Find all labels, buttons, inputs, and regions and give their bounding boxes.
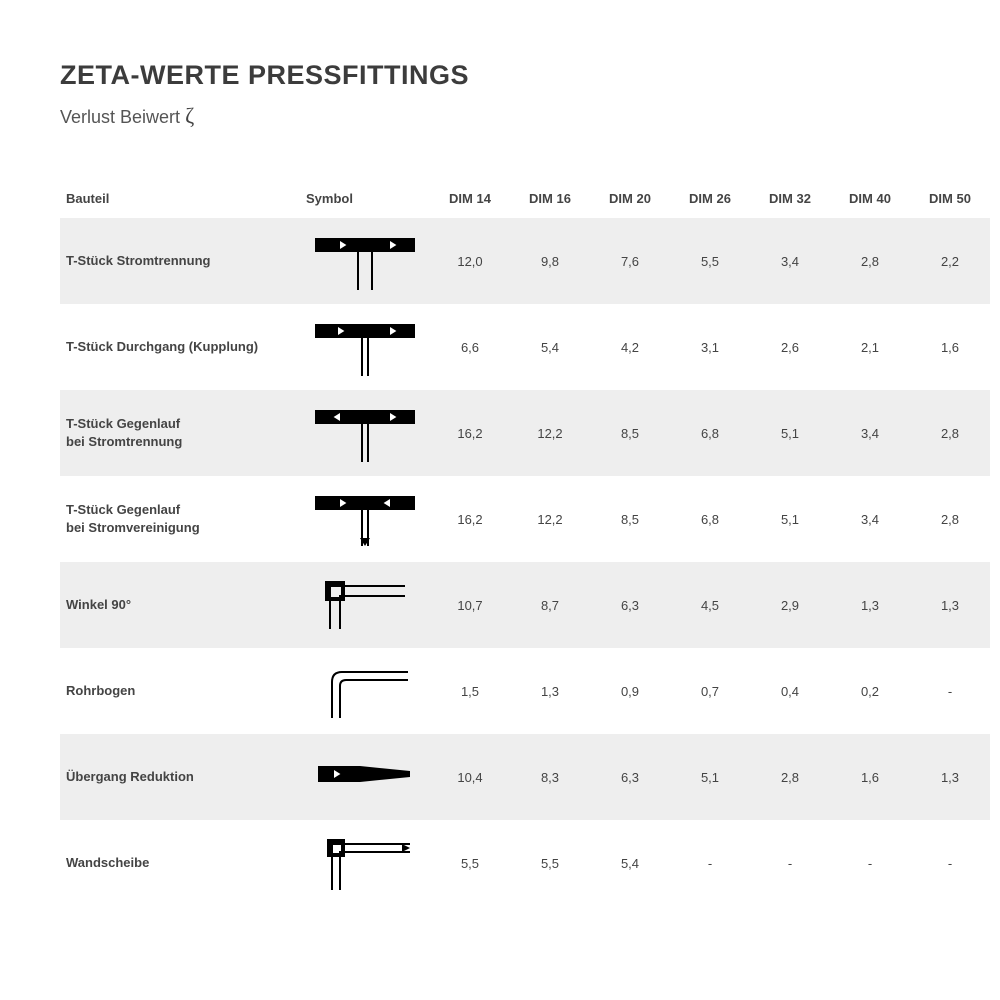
subtitle-prefix: Verlust Beiwert <box>60 107 185 127</box>
cell-value: 2,2 <box>910 218 990 304</box>
cell-value: 3,1 <box>670 304 750 390</box>
col-bauteil: Bauteil <box>60 179 300 218</box>
bauteil-label: Winkel 90° <box>66 596 294 614</box>
t-pass-icon <box>300 304 430 390</box>
cell-value: 2,8 <box>750 734 830 820</box>
bauteil-label: T-Stück Gegenlaufbei Stromtrennung <box>66 415 294 450</box>
cell-value: 5,5 <box>510 820 590 906</box>
cell-value: 1,3 <box>510 648 590 734</box>
cell-value: 5,1 <box>750 476 830 562</box>
bend-icon <box>300 648 430 734</box>
cell-value: 16,2 <box>430 390 510 476</box>
t-counter-join-icon <box>300 476 430 562</box>
col-dim-14: DIM 14 <box>430 179 510 218</box>
cell-value: 2,9 <box>750 562 830 648</box>
zeta-table: Bauteil Symbol DIM 14 DIM 16 DIM 20 DIM … <box>60 179 990 906</box>
col-dim-20: DIM 20 <box>590 179 670 218</box>
reducer-icon <box>300 734 430 820</box>
col-dim-32: DIM 32 <box>750 179 830 218</box>
cell-value: 1,6 <box>830 734 910 820</box>
cell-value: 6,8 <box>670 476 750 562</box>
elbow90-icon <box>300 562 430 648</box>
cell-value: 5,4 <box>510 304 590 390</box>
cell-value: 3,4 <box>750 218 830 304</box>
cell-value: 12,2 <box>510 476 590 562</box>
table-row: T-Stück Gegenlaufbei Stromvereinigung 16… <box>60 476 990 562</box>
col-dim-50: DIM 50 <box>910 179 990 218</box>
cell-value: 2,1 <box>830 304 910 390</box>
cell-value: 6,3 <box>590 734 670 820</box>
col-symbol: Symbol <box>300 179 430 218</box>
bauteil-label: Übergang Reduktion <box>66 768 294 786</box>
cell-value: 12,0 <box>430 218 510 304</box>
bauteil-label: T-Stück Durchgang (Kupplung) <box>66 338 294 356</box>
bauteil-label: T-Stück Stromtrennung <box>66 252 294 270</box>
cell-value: 4,5 <box>670 562 750 648</box>
cell-value: 1,3 <box>910 562 990 648</box>
cell-value: 8,7 <box>510 562 590 648</box>
page-title: ZETA-WERTE PRESSFITTINGS <box>60 60 960 91</box>
cell-value: 6,8 <box>670 390 750 476</box>
cell-value: 3,4 <box>830 476 910 562</box>
cell-value: 16,2 <box>430 476 510 562</box>
cell-value: 6,3 <box>590 562 670 648</box>
cell-value: 1,3 <box>910 734 990 820</box>
cell-value: - <box>830 820 910 906</box>
cell-value: 1,5 <box>430 648 510 734</box>
cell-value: 2,8 <box>910 476 990 562</box>
cell-value: 0,2 <box>830 648 910 734</box>
t-sep-icon <box>300 218 430 304</box>
cell-value: 0,9 <box>590 648 670 734</box>
cell-value: 10,7 <box>430 562 510 648</box>
cell-value: 2,8 <box>830 218 910 304</box>
bauteil-label: T-Stück Gegenlaufbei Stromvereinigung <box>66 501 294 536</box>
zeta-symbol: ζ <box>185 103 194 128</box>
cell-value: 7,6 <box>590 218 670 304</box>
cell-value: 5,5 <box>430 820 510 906</box>
cell-value: - <box>750 820 830 906</box>
table-row: T-Stück Gegenlaufbei Stromtrennung 16,21… <box>60 390 990 476</box>
cell-value: 9,8 <box>510 218 590 304</box>
cell-value: 2,6 <box>750 304 830 390</box>
cell-value: 10,4 <box>430 734 510 820</box>
t-counter-sep-icon <box>300 390 430 476</box>
cell-value: - <box>910 820 990 906</box>
table-header-row: Bauteil Symbol DIM 14 DIM 16 DIM 20 DIM … <box>60 179 990 218</box>
cell-value: 5,1 <box>750 390 830 476</box>
table-row: Rohrbogen 1,51,30,90,70,40,2- <box>60 648 990 734</box>
cell-value: 8,5 <box>590 390 670 476</box>
cell-value: 12,2 <box>510 390 590 476</box>
cell-value: 4,2 <box>590 304 670 390</box>
cell-value: 2,8 <box>910 390 990 476</box>
bauteil-label: Rohrbogen <box>66 682 294 700</box>
cell-value: - <box>670 820 750 906</box>
cell-value: 5,1 <box>670 734 750 820</box>
col-dim-16: DIM 16 <box>510 179 590 218</box>
wall-icon <box>300 820 430 906</box>
table-row: Winkel 90° 10,78,76,34,52,91,31,3 <box>60 562 990 648</box>
cell-value: 8,3 <box>510 734 590 820</box>
cell-value: 8,5 <box>590 476 670 562</box>
col-dim-26: DIM 26 <box>670 179 750 218</box>
cell-value: 0,7 <box>670 648 750 734</box>
cell-value: 5,4 <box>590 820 670 906</box>
cell-value: 0,4 <box>750 648 830 734</box>
table-row: T-Stück Stromtrennung 12,09,87,65,53,42,… <box>60 218 990 304</box>
cell-value: 5,5 <box>670 218 750 304</box>
cell-value: 1,6 <box>910 304 990 390</box>
cell-value: - <box>910 648 990 734</box>
subtitle: Verlust Beiwert ζ <box>60 103 960 129</box>
cell-value: 6,6 <box>430 304 510 390</box>
table-row: Übergang Reduktion 10,48,36,35,12,81,61,… <box>60 734 990 820</box>
table-row: T-Stück Durchgang (Kupplung) 6,65,44,23,… <box>60 304 990 390</box>
cell-value: 1,3 <box>830 562 910 648</box>
col-dim-40: DIM 40 <box>830 179 910 218</box>
table-row: Wandscheibe 5,55,55,4---- <box>60 820 990 906</box>
bauteil-label: Wandscheibe <box>66 854 294 872</box>
cell-value: 3,4 <box>830 390 910 476</box>
